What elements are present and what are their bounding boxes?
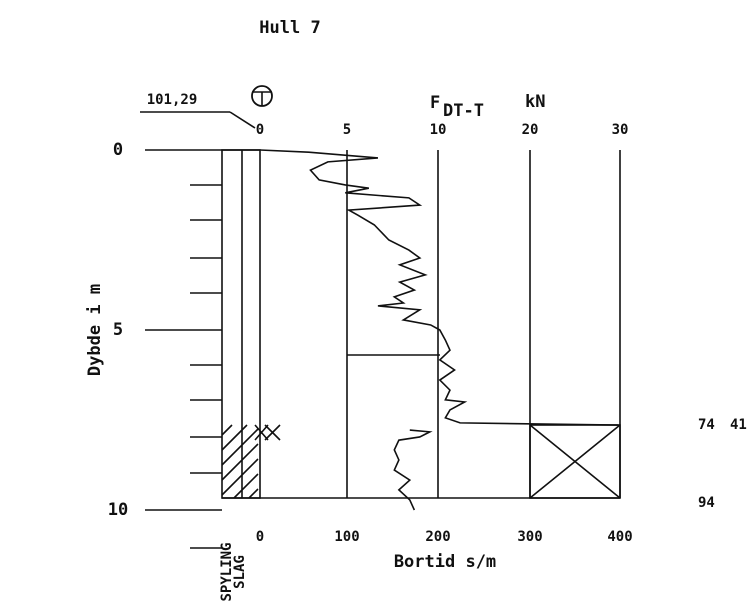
minor-ticks [190, 184, 222, 549]
force-unit: kN [525, 92, 545, 112]
top-tick-label: 5 [343, 122, 351, 138]
column-label: SPYLING [219, 542, 235, 601]
depth-tick-label: 5 [113, 320, 123, 340]
depth-tick-label: 0 [113, 140, 123, 160]
hatch [221, 424, 259, 499]
depth-tick-label: 10 [108, 500, 128, 520]
force-sub: DT-T [443, 101, 484, 121]
force-curve [259, 149, 619, 426]
top-tick-label: 30 [612, 122, 629, 138]
note: 94 [698, 495, 715, 511]
note: 74 [698, 417, 715, 433]
title: Hull 7 [259, 18, 320, 38]
depth-label: Dybde i m [85, 284, 105, 376]
note: 41 [730, 417, 747, 433]
top-tick-label: 20 [522, 122, 539, 138]
force-label: F [430, 93, 440, 113]
top-tick-label: 10 [430, 122, 447, 138]
elevation: 101,29 [147, 92, 198, 108]
bottom-tick-label: 300 [517, 529, 542, 545]
box-cross [529, 424, 621, 499]
crosses [254, 424, 281, 441]
leader [229, 111, 256, 129]
bortid-curve [393, 429, 433, 511]
bottom-tick-label: 0 [256, 529, 264, 545]
top-tick-label: 0 [256, 122, 264, 138]
bottom-label: Bortid s/m [394, 552, 496, 572]
column-label: SLAG [232, 555, 248, 589]
bottom-tick-label: 100 [334, 529, 359, 545]
bottom-tick-label: 400 [607, 529, 632, 545]
bottom-tick-label: 200 [425, 529, 450, 545]
